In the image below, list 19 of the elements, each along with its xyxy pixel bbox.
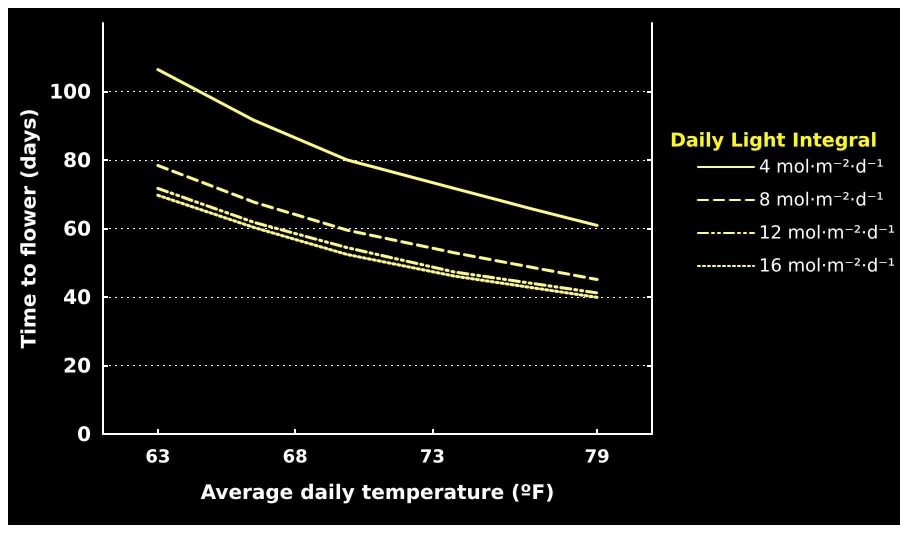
y-tick-label: 60 (63, 216, 91, 240)
legend-title: Daily Light Integral (670, 130, 878, 152)
x-tick-label: 63 (145, 446, 170, 468)
line-series (156, 68, 599, 227)
line-series (156, 164, 599, 282)
x-axis-title: Average daily temperature (ºF) (200, 480, 554, 504)
y-tick-label: 40 (63, 285, 91, 309)
legend-label: 12 mol·m⁻²·d⁻¹ (758, 222, 896, 244)
y-tick-label: 100 (49, 80, 91, 104)
x-tick-label: 73 (420, 446, 445, 468)
legend-label: 4 mol·m⁻²·d⁻¹ (758, 156, 884, 178)
legend-label: 16 mol·m⁻²·d⁻¹ (758, 256, 896, 276)
y-tick-label: 0 (77, 422, 91, 446)
y-axis-title: Time to flower (days) (16, 108, 40, 348)
y-tick-label: 80 (63, 148, 91, 172)
y-tick-label: 20 (63, 354, 91, 378)
legend-label: 8 mol·m⁻²·d⁻¹ (758, 190, 884, 210)
x-tick-label: 68 (282, 446, 308, 468)
x-tick-label: 79 (584, 446, 610, 468)
